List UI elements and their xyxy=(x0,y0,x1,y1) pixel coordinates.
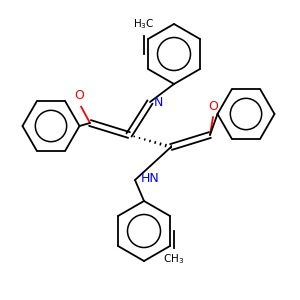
Text: O: O xyxy=(208,100,218,112)
Text: CH$_3$: CH$_3$ xyxy=(164,252,184,266)
Text: H$_3$C: H$_3$C xyxy=(133,18,155,32)
Text: HN: HN xyxy=(141,172,160,185)
Text: O: O xyxy=(75,89,84,102)
Text: N: N xyxy=(154,95,163,109)
